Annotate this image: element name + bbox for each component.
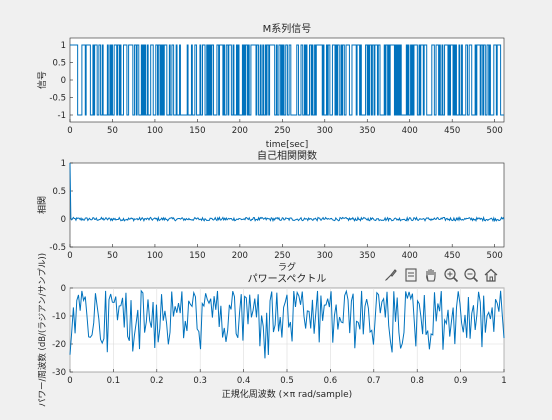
x-tick-label: 500	[487, 126, 503, 136]
x-tick-label: 0.9	[454, 376, 468, 386]
x-tick-label: 350	[359, 251, 375, 261]
x-tick-label: 500	[487, 251, 503, 261]
x-tick-label: 0.7	[367, 376, 381, 386]
xlabel-lag: ラグ	[278, 261, 296, 273]
axes-power-spectrum: 0 0.1 0.2 0.3 0.4 0.5 0.6 0.7 0.8 0.9 1-30-20-100 …	[37, 253, 507, 407]
y-tick-label: -30	[52, 368, 66, 378]
x-tick-label: 100	[147, 126, 163, 136]
y-tick-label: 0	[61, 215, 66, 225]
y-tick-label: 0.5	[52, 59, 66, 69]
y-tick-label: 0	[61, 76, 66, 86]
x-tick-label: 0	[67, 251, 72, 261]
x-tick-label: 0.2	[150, 376, 164, 386]
xlabel-time: time[sec]	[266, 140, 309, 150]
x-tick-label: 0.5	[280, 376, 294, 386]
x-tick-label: 350	[359, 126, 375, 136]
y-tick-label: -10	[52, 312, 66, 322]
zoom-out-icon[interactable]	[462, 266, 480, 284]
ylabel-correlation: 相関	[36, 196, 48, 214]
axes-m-sequence: 0 50 100 150 200 250 300 350 400 450 500 -1 -0.5 0 0.5…	[36, 22, 505, 150]
y-tick-label: -0.5	[49, 243, 66, 253]
brush-icon[interactable]	[382, 266, 400, 284]
pan-icon[interactable]	[422, 266, 440, 284]
title-autocorrelation: 自己相関関数	[257, 149, 317, 162]
x-tick-label: 1	[501, 376, 506, 386]
x-tick-label: 0	[67, 126, 72, 136]
x-tick-label: 200	[232, 126, 248, 136]
x-tick-label: 0.4	[237, 376, 251, 386]
y-tick-label: -0.5	[49, 94, 66, 104]
zoom-in-icon[interactable]	[442, 266, 460, 284]
x-tick-label: 50	[107, 251, 118, 261]
x-tick-label: 50	[107, 126, 118, 136]
x-tick-label: 400	[402, 126, 418, 136]
series-line-autocorrelation	[69, 162, 505, 223]
x-tick-label: 300	[317, 251, 333, 261]
x-tick-label: 150	[189, 251, 205, 261]
series-line-m-sequence	[70, 44, 504, 116]
ylabel-signal: 信号	[36, 71, 48, 89]
x-tick-label: 150	[189, 126, 205, 136]
ylabel-power-per-frequency: パワー/周波数 (dB/(ラジアン/サンプル))	[37, 253, 48, 407]
y-tick-label: -20	[52, 340, 66, 350]
xlabel-normalized-frequency: 正規化周波数 (×π rad/sample)	[222, 388, 352, 400]
title-power-spectrum: パワースペクトル	[248, 273, 327, 285]
plot-area-2	[69, 162, 505, 248]
home-icon[interactable]	[482, 266, 500, 284]
x-tick-label: 0.6	[324, 376, 338, 386]
title-m-sequence: M系列信号	[263, 22, 312, 35]
series-line-power-spectrum	[69, 289, 505, 359]
x-tick-label: 400	[402, 251, 418, 261]
y-tick-label: 0	[61, 284, 66, 294]
x-tick-label: 0	[67, 376, 72, 386]
y-tick-label: 0.5	[52, 187, 66, 197]
axes-autocorrelation: 0 50 100 150 200 250 300 350 400 450 500-0.500.51 …	[36, 149, 505, 273]
x-tick-label: 250	[274, 126, 290, 136]
data-tip-icon[interactable]	[402, 266, 420, 284]
x-tick-label: 0.8	[410, 376, 424, 386]
y-tick-label: -1	[58, 111, 66, 121]
x-tick-label: 0.3	[193, 376, 207, 386]
x-tick-label: 100	[147, 251, 163, 261]
x-tick-label: 450	[444, 126, 460, 136]
x-tick-label: 0.1	[107, 376, 121, 386]
y-tick-label: 1	[61, 159, 66, 169]
x-tick-label: 300	[317, 126, 333, 136]
x-tick-label: 250	[274, 251, 290, 261]
y-tick-label: 1	[61, 41, 66, 51]
x-tick-label: 200	[232, 251, 248, 261]
x-tick-label: 450	[444, 251, 460, 261]
axes-toolbar	[382, 266, 500, 286]
